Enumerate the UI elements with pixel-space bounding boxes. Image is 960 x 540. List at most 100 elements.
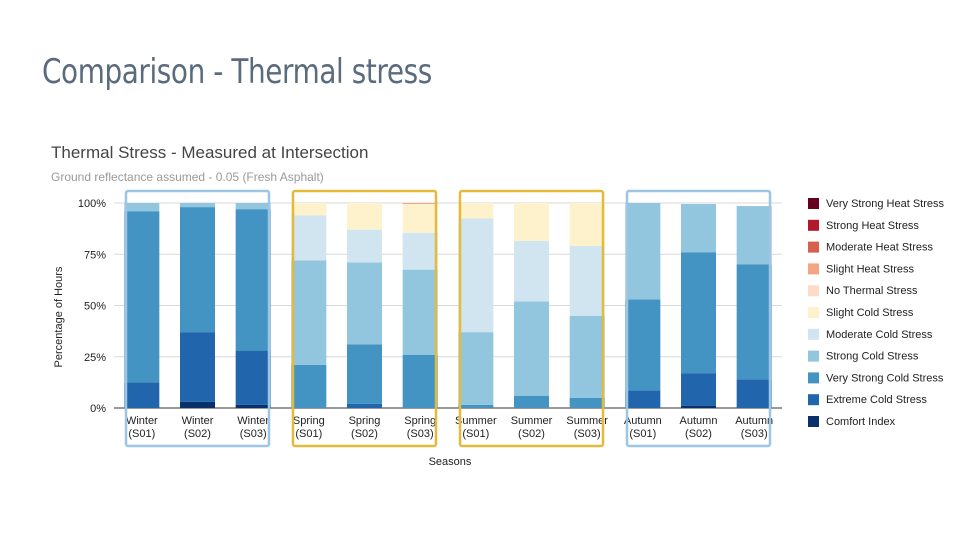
bar-segment xyxy=(180,207,215,333)
bar-segment xyxy=(347,403,382,408)
legend-swatch xyxy=(808,285,819,297)
legend-swatch xyxy=(808,350,819,362)
bar-segment xyxy=(458,218,494,333)
bar-segment xyxy=(625,299,661,391)
bar-segment xyxy=(625,203,661,300)
legend-label: Strong Cold Stress xyxy=(826,351,919,363)
x-tick-label: (S02) xyxy=(184,428,211,440)
legend-label: Moderate Cold Stress xyxy=(826,329,933,341)
legend-swatch xyxy=(808,307,819,318)
bar-segment xyxy=(458,404,494,408)
bar-segment xyxy=(736,264,772,380)
bar-segment xyxy=(235,209,271,351)
legend-label: Extreme Cold Stress xyxy=(826,394,927,406)
x-tick-label: (S02) xyxy=(351,428,378,440)
bar-segment xyxy=(291,203,327,216)
y-tick-label: 0% xyxy=(90,403,106,415)
legend-label: No Thermal Stress xyxy=(826,285,918,297)
bar-segment xyxy=(235,404,271,408)
chart-title: Thermal Stress - Measured at Intersectio… xyxy=(51,143,369,162)
x-tick-label: Winter xyxy=(126,415,158,427)
bar-segment xyxy=(235,203,271,210)
bar-segment xyxy=(402,203,438,205)
bar-segment xyxy=(514,240,549,302)
bar-segment xyxy=(514,203,549,241)
legend-swatch xyxy=(808,219,819,231)
bar-segment xyxy=(291,215,327,261)
bar-segment xyxy=(681,252,716,374)
bar-segment xyxy=(681,373,716,406)
bar-segment xyxy=(569,315,605,398)
x-tick-label: (S02) xyxy=(685,428,712,440)
y-tick-label: 50% xyxy=(84,301,106,313)
x-tick-label: Autumn xyxy=(735,415,773,427)
bar-segment xyxy=(681,204,716,253)
bar-segment xyxy=(347,262,382,345)
bar-segment xyxy=(124,382,160,408)
x-tick-label: Summer xyxy=(511,415,553,427)
bar-segment xyxy=(124,211,160,383)
legend-swatch xyxy=(808,416,819,427)
slide-title: Comparison - Thermal stress xyxy=(42,52,432,92)
legend-swatch xyxy=(808,372,819,384)
x-tick-label: (S01) xyxy=(295,428,322,440)
x-tick-label: Spring xyxy=(404,415,436,427)
bar-segment xyxy=(124,203,160,212)
legend-swatch xyxy=(808,394,819,406)
bar-segment xyxy=(180,332,215,402)
bar-segment xyxy=(235,350,271,405)
bar-segment xyxy=(291,260,327,365)
bar-segment xyxy=(569,203,605,247)
x-tick-label: (S01) xyxy=(629,428,656,440)
bar-segment xyxy=(402,204,438,233)
bar-segment xyxy=(347,203,382,230)
x-tick-label: (S02) xyxy=(518,428,545,440)
x-axis-title: Seasons xyxy=(429,456,472,468)
bar-segment xyxy=(402,269,438,355)
x-tick-label: Summer xyxy=(455,415,497,427)
y-tick-label: 100% xyxy=(78,198,106,210)
x-tick-label: (S03) xyxy=(407,428,434,440)
x-tick-label: Spring xyxy=(349,415,381,427)
legend-label: Moderate Heat Stress xyxy=(826,242,933,254)
bar-segment xyxy=(569,246,605,316)
x-tick-label: Autumn xyxy=(624,415,662,427)
chart-subtitle: Ground reflectance assumed - 0.05 (Fresh… xyxy=(51,170,324,184)
bar-segment xyxy=(402,354,438,408)
season-group-box xyxy=(124,189,271,448)
bar-segment xyxy=(402,232,438,270)
x-tick-label: (S01) xyxy=(128,428,155,440)
bar-segment xyxy=(736,379,772,408)
bar-segment xyxy=(458,203,494,219)
legend-swatch xyxy=(808,263,819,275)
bar-segment xyxy=(569,397,605,408)
season-group-box xyxy=(291,189,438,448)
season-group-box xyxy=(458,189,605,448)
bar-segment xyxy=(347,229,382,263)
x-tick-label: (S01) xyxy=(462,428,489,440)
x-tick-label: Winter xyxy=(182,415,214,427)
y-axis-title: Percentage of Hours xyxy=(53,266,65,367)
legend-label: Strong Heat Stress xyxy=(826,220,919,232)
legend-label: Comfort Index xyxy=(826,416,896,428)
legend-swatch xyxy=(808,241,819,253)
bar-segment xyxy=(180,401,215,408)
x-tick-label: (S03) xyxy=(240,428,267,440)
legend-label: Very Strong Cold Stress xyxy=(826,372,944,384)
bar-segment xyxy=(458,332,494,405)
bar-segment xyxy=(291,364,327,408)
x-tick-label: (S03) xyxy=(574,428,601,440)
bar-segment xyxy=(347,344,382,404)
bar-segment xyxy=(625,390,661,408)
legend-swatch xyxy=(808,198,819,209)
legend-label: Very Strong Heat Stress xyxy=(826,198,944,210)
legend-label: Slight Heat Stress xyxy=(826,263,915,275)
x-tick-label: Winter xyxy=(237,415,269,427)
x-tick-label: Summer xyxy=(566,415,608,427)
bar-segment xyxy=(514,395,549,408)
legend-label: Slight Cold Stress xyxy=(826,307,914,319)
bar-segment xyxy=(736,206,772,265)
y-tick-label: 25% xyxy=(84,352,106,364)
x-tick-label: Spring xyxy=(293,415,325,427)
